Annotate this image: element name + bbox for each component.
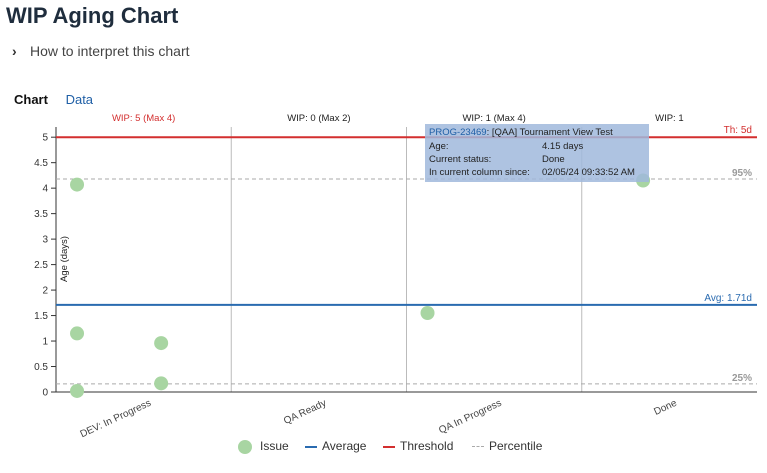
y-tick-label: 2: [42, 286, 48, 297]
y-tick-label: 0: [42, 388, 48, 399]
tab-chart[interactable]: Chart: [14, 92, 48, 107]
issue-point[interactable]: [154, 376, 169, 391]
column-wip-label: WIP: 1 (Max 4): [462, 113, 525, 124]
legend-issue: Issue: [238, 437, 289, 455]
y-tick-label: 1.5: [34, 311, 48, 322]
column-name-label: QA Ready: [282, 398, 328, 427]
interpret-label: How to interpret this chart: [30, 43, 190, 59]
y-tick-label: 3: [42, 235, 48, 246]
tab-bar: Chart Data: [14, 92, 107, 107]
tooltip-issue-key[interactable]: PROG-23469: [429, 127, 487, 138]
legend-issue-label: Issue: [260, 439, 289, 453]
legend-threshold: Threshold: [383, 437, 453, 455]
column-wip-label: WIP: 5 (Max 4): [112, 113, 175, 124]
column-name-label: DEV: In Progress: [79, 398, 153, 440]
tab-data[interactable]: Data: [65, 92, 94, 107]
threshold-label: Th: 5d: [724, 125, 752, 136]
y-tick-label: 5: [42, 133, 48, 144]
y-tick-label: 4.5: [34, 158, 48, 169]
issue-point[interactable]: [154, 336, 169, 351]
issue-point[interactable]: [70, 177, 85, 192]
legend-average-swatch: [305, 445, 317, 448]
percentile-label: 95%: [732, 168, 752, 179]
legend-percentile: Percentile: [472, 437, 542, 455]
y-tick-label: 1: [42, 337, 48, 348]
interpret-toggle[interactable]: › How to interpret this chart: [12, 43, 190, 59]
legend-average: Average: [305, 437, 366, 455]
y-axis-label: Age (days): [59, 236, 70, 282]
issue-point[interactable]: [70, 383, 85, 398]
tooltip-status-label: Current status:: [429, 154, 492, 165]
tooltip-issue-summary: : [QAA] Tournament View Test: [486, 127, 613, 138]
column-name-label: Done: [652, 398, 679, 418]
tooltip-since-label: In current column since:: [429, 167, 530, 178]
issue-point[interactable]: [420, 306, 435, 321]
y-tick-label: 2.5: [34, 260, 48, 271]
legend-percentile-swatch: [472, 446, 484, 448]
page-title: WIP Aging Chart: [6, 3, 179, 28]
column-wip-label: WIP: 0 (Max 2): [287, 113, 350, 124]
tooltip-status-value: Done: [542, 154, 565, 165]
tooltip-age-value: 4.15 days: [542, 141, 584, 152]
y-tick-label: 3.5: [34, 209, 48, 220]
tooltip-since-value: 02/05/24 09:33:52 AM: [542, 167, 635, 178]
tooltip-age-label: Age:: [429, 141, 449, 152]
column-wip-label: WIP: 1: [655, 113, 684, 124]
legend-dot-icon: [238, 439, 252, 454]
y-tick-label: 0.5: [34, 362, 48, 373]
chart-legend: Issue Average Threshold Percentile: [0, 437, 767, 457]
legend-threshold-label: Threshold: [400, 439, 454, 453]
issue-tooltip: PROG-23469: [QAA] Tournament View Test A…: [425, 124, 649, 182]
average-label: Avg: 1.71d: [704, 293, 752, 304]
legend-percentile-label: Percentile: [489, 439, 543, 453]
legend-average-label: Average: [322, 439, 367, 453]
column-name-label: QA In Progress: [437, 398, 503, 437]
y-tick-label: 4: [42, 184, 48, 195]
chevron-right-icon: ›: [12, 43, 17, 59]
percentile-label: 25%: [732, 373, 752, 384]
legend-threshold-swatch: [383, 445, 395, 448]
issue-point[interactable]: [70, 326, 85, 341]
